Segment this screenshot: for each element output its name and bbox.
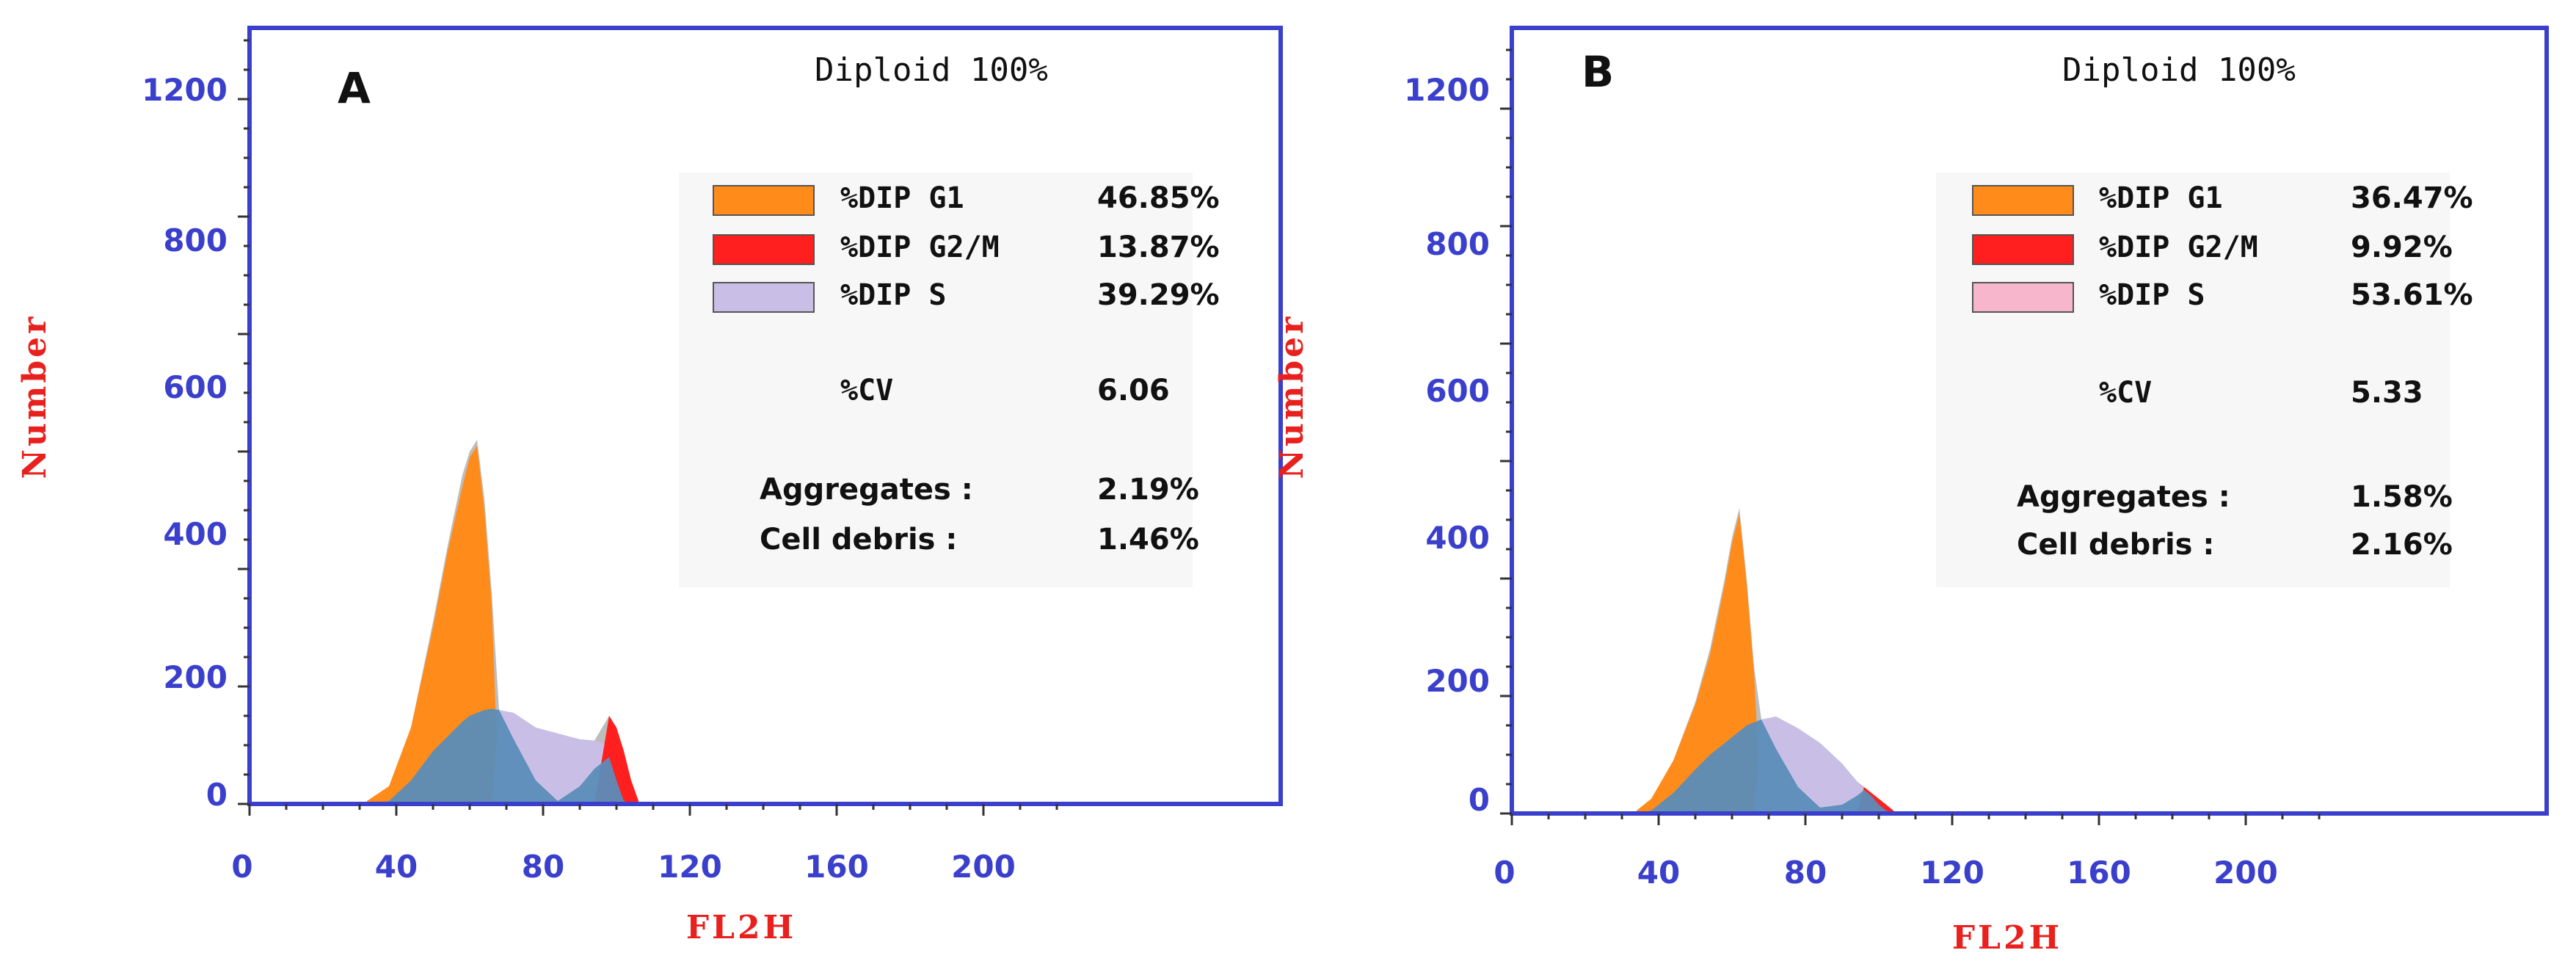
series-area-overlap: [367, 708, 638, 804]
y-tick-label: 1200: [1404, 72, 1490, 108]
legend-swatch: [1972, 185, 2074, 216]
y-tick-label: 600: [163, 369, 228, 405]
chart-title: Diploid 100%: [2062, 51, 2296, 89]
cv-value: 5.33: [2351, 376, 2423, 410]
legend-value: 53.61%: [2351, 278, 2473, 312]
x-tick-label: 200: [2213, 855, 2278, 891]
y-tick-label: 800: [1425, 226, 1490, 262]
series-area-overlap: [1637, 720, 1893, 813]
y-tick-label: 0: [1469, 782, 1490, 818]
cv-value: 6.06: [1097, 374, 1170, 407]
x-tick-label: 160: [804, 849, 869, 885]
x-tick-label: 200: [951, 849, 1016, 885]
x-tick-label: 40: [1637, 855, 1680, 891]
y-axis-title: Number: [1273, 314, 1311, 479]
y-tick-label: 1200: [142, 72, 228, 108]
legend-label: %DIP S: [2099, 278, 2205, 312]
cv-label: %CV: [840, 374, 893, 407]
legend-swatch: [1972, 234, 2074, 265]
legend-label: %DIP S: [840, 278, 947, 312]
x-axis-title: FL2H: [1952, 919, 2062, 957]
legend-swatch: [713, 234, 815, 265]
y-tick-label: 800: [163, 222, 228, 258]
legend-label: %DIP G1: [840, 181, 964, 215]
x-tick-label: 120: [658, 849, 722, 885]
aggregates-value: 2.19%: [1097, 473, 1199, 507]
legend-swatch: [1972, 282, 2074, 313]
x-axis-title: FL2H: [686, 909, 796, 946]
x-tick-label: 40: [375, 849, 418, 885]
legend-label: %DIP G1: [2099, 181, 2223, 215]
cell-debris-value: 2.16%: [2351, 528, 2453, 562]
plot-frame: [247, 26, 1283, 806]
plot-frame: [1510, 26, 2549, 816]
y-tick-label: 200: [1425, 663, 1490, 699]
cell-debris-label: Cell debris :: [760, 523, 957, 557]
legend-value: 39.29%: [1097, 278, 1220, 312]
legend-value: 46.85%: [1097, 181, 1220, 215]
aggregates-label: Aggregates :: [760, 473, 973, 507]
y-tick-label: 600: [1425, 373, 1490, 409]
series-area-g1: [367, 446, 638, 804]
legend-swatch: [713, 282, 815, 313]
cell-debris-label: Cell debris :: [2017, 528, 2214, 562]
y-tick-label: 400: [163, 516, 228, 552]
panel-label: A: [338, 63, 371, 113]
panel-b: 0 200 400 600 800 1200 0 40 80 120 160 200 FL2H Numbe…: [1273, 26, 2549, 957]
cell-debris-value: 1.46%: [1097, 523, 1199, 557]
x-tick-label: 0: [231, 849, 252, 885]
chart-title: Diploid 100%: [815, 51, 1048, 89]
legend-value: 9.92%: [2351, 231, 2453, 264]
legend-value: 36.47%: [2351, 181, 2473, 215]
y-tick-label: 400: [1425, 520, 1490, 556]
legend-label: %DIP G2/M: [840, 231, 1000, 264]
panel-label: B: [1582, 47, 1614, 97]
x-tick-label: 0: [1493, 855, 1515, 891]
x-tick-label: 80: [1784, 855, 1827, 891]
cv-label: %CV: [2099, 376, 2152, 410]
aggregates-label: Aggregates :: [2017, 480, 2230, 514]
panel-a: 0 200 400 600 800 1200 0 40 80 120 160 200 FL2H Numbe…: [16, 26, 1283, 946]
legend-label: %DIP G2/M: [2099, 231, 2258, 264]
x-tick-label: 120: [1920, 855, 1984, 891]
legend-value: 13.87%: [1097, 231, 1220, 264]
y-tick-label: 200: [163, 659, 228, 695]
aggregates-value: 1.58%: [2351, 480, 2453, 514]
series-area-g1: [1637, 514, 1893, 813]
y-axis-title: Number: [16, 314, 54, 479]
x-tick-label: 80: [522, 849, 564, 885]
x-tick-label: 160: [2067, 855, 2131, 891]
y-tick-label: 0: [206, 777, 228, 813]
legend-swatch: [713, 185, 815, 216]
